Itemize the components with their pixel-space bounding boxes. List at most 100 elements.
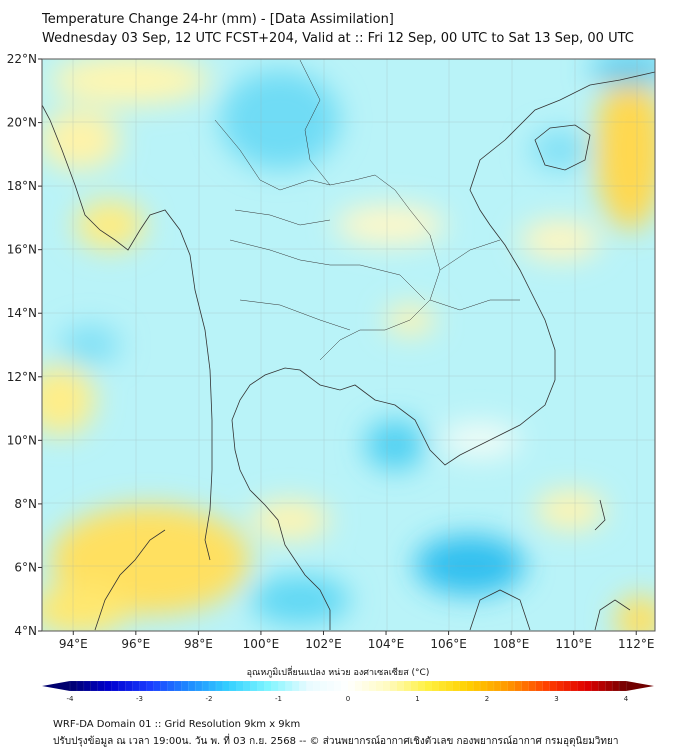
colorbar-tick-label: 0 [346,695,350,703]
colorbar-segment [326,680,335,692]
colorbar-tick-label: -4 [67,695,75,703]
colorbar-segment [598,680,606,692]
colorbar-segment [187,680,196,692]
colorbar-tick-label: 1 [415,695,419,703]
colorbar-segment [368,680,377,692]
lat-tick-label: 4°N [14,624,37,638]
colorbar-segment [132,680,140,692]
colorbar-segment [167,680,175,692]
colorbar-segment [97,680,106,692]
colorbar-segment [445,680,453,692]
colorbar-segment [306,680,314,692]
coastlines [42,71,655,631]
lon-tick-label: 106°E [430,637,467,651]
lat-tick-label: 14°N [7,306,37,320]
longitude-ticks: 94°E 96°E 98°E 100°E 102°E 104°E 106°E 108°E 110… [59,631,655,651]
colorbar-segment [424,680,432,692]
colorbar-segment [375,680,384,692]
colorbar-segment [201,680,210,692]
lon-tick-label: 96°E [121,637,150,651]
colorbar-segment [500,680,509,692]
colorbar-segment [549,680,557,692]
colorbar [42,680,654,692]
latitude-ticks: 22°N 20°N 18°N 16°N 14°N 12°N 10°N 8°N 6°N 4°N [7,52,42,638]
colorbar-segment [264,680,273,692]
colorbar-segment [229,680,238,692]
colorbar-segment [271,680,279,692]
colorbar-segment [208,680,217,692]
colorbar-segment [438,680,446,692]
colorbar-segment [354,680,363,692]
map-title: Temperature Change 24-hr (mm) - [Data As… [42,12,394,27]
colorbar-segment [257,680,266,692]
colorbar-segment [361,680,370,692]
colorbar-segment [299,680,307,692]
colorbar-segment [507,680,516,692]
colorbar-segment [153,680,161,692]
colorbar-segment [452,680,460,692]
colorbar-segment [382,680,391,692]
colorbar-segment [347,680,356,692]
lat-tick-label: 18°N [7,179,37,193]
lon-tick-label: 100°E [243,637,280,651]
colorbar-segment [160,680,168,692]
colorbar-segment [313,680,321,692]
lat-tick-label: 16°N [7,243,37,257]
colorbar-max-arrow [626,681,654,691]
colorbar-segment [125,680,133,692]
lon-tick-label: 104°E [368,637,405,651]
colorbar-segment [278,680,286,692]
colorbar-segment [472,680,481,692]
temperature-field [42,59,655,631]
colorbar-segment [320,680,328,692]
lat-tick-label: 8°N [14,497,37,511]
lon-tick-label: 108°E [493,637,530,651]
colorbar-segment [118,680,127,692]
colorbar-tick-label: -3 [136,695,143,703]
colorbar-segment [215,680,224,692]
lon-tick-label: 112°E [618,637,655,651]
colorbar-segment [104,680,113,692]
colorbar-segment [459,680,467,692]
lon-tick-label: 110°E [555,637,592,651]
colorbar-tick-label: 2 [485,695,489,703]
colorbar-segment [556,680,564,692]
colorbar-segment [618,680,627,692]
colorbar-segment [535,680,544,692]
colorbar-segment [83,680,92,692]
colorbar-segment [396,680,405,692]
map-frame [41,58,656,632]
lat-tick-label: 10°N [7,433,37,447]
colorbar-segment [69,680,78,692]
colorbar-segment [410,680,418,692]
colorbar-segment [403,680,412,692]
model-info: WRF-DA Domain 01 :: Grid Resolution 9km … [53,719,301,730]
colorbar-segment [465,680,474,692]
colorbar-segment [340,680,349,692]
colorbar-segment [76,680,85,692]
colorbar-tick-label: 3 [554,695,558,703]
colorbar-segment [521,680,530,692]
colorbar-segment [542,680,550,692]
colorbar-segment [514,680,523,692]
lat-tick-label: 12°N [7,370,37,384]
colorbar-segment [611,680,620,692]
colorbar-segment [146,680,154,692]
colorbar-segment [174,680,182,692]
lat-tick-label: 22°N [7,52,37,66]
colorbar-segment [243,680,252,692]
colorbar-tick-label: 4 [624,695,629,703]
colorbar-segment [292,680,300,692]
colorbar-segment [584,680,592,692]
colorbar-ticks: -4 -3 -2 -1 0 1 2 3 4 [67,695,629,703]
colorbar-segment [90,680,99,692]
colorbar-segment [563,680,571,692]
colorbar-segment [577,680,585,692]
colorbar-tick-label: -1 [275,695,282,703]
lon-tick-label: 94°E [59,637,88,651]
lon-tick-label: 102°E [305,637,342,651]
colorbar-segment [570,680,578,692]
colorbar-segment [528,680,537,692]
